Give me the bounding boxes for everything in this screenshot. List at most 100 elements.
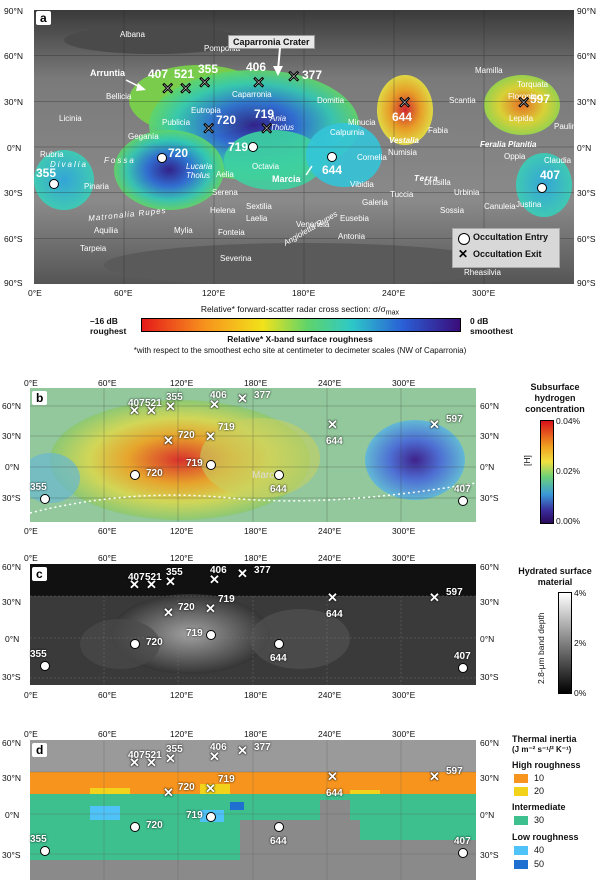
site-label: 406: [210, 564, 227, 576]
legend-b-tick: 0.04%: [556, 416, 581, 426]
lon-label: 300°E: [392, 729, 416, 739]
scale-a-title-sub: max: [385, 308, 400, 317]
scale-a-left-value: –16 dB: [90, 316, 118, 326]
feature-label: Lucaria Tholus: [186, 162, 213, 180]
legend-b-axis: [H]: [522, 455, 532, 466]
site-label: 644: [326, 609, 343, 621]
lat-label: 60°N: [2, 738, 21, 748]
entry-marker-icon: [130, 639, 140, 650]
site-label: 407: [128, 398, 145, 409]
feature-label: Pomponia: [204, 44, 241, 53]
lat-label: 30°N: [480, 431, 499, 441]
scale-a-title: Relative* forward-scatter radar cross se…: [0, 304, 600, 317]
site-label: 719: [228, 140, 249, 154]
callout-arrows: [125, 47, 313, 176]
lon-label: 300°E: [392, 378, 416, 388]
legend-d-swatch: [514, 816, 528, 825]
lat-label: 30°S: [480, 672, 499, 682]
panel-b-site-markers: ✕ 407 ✕ 521 ✕ 355 ✕ 406 ✕ 377 ✕ 720 ✕ 719 ✕ 644 ✕ 597 355 7…: [30, 388, 476, 522]
exit-marker-icon: ✕: [165, 573, 176, 589]
panel-c-map: [30, 564, 476, 685]
feature-label: Galeria: [362, 198, 388, 207]
entry-marker-icon: [40, 494, 50, 504]
panel-d-map: [30, 740, 476, 880]
site-label: 355: [166, 392, 183, 403]
lon-label: 180°E: [244, 690, 268, 700]
lon-label: 0°E: [24, 378, 38, 388]
site-label: 644: [392, 110, 413, 124]
lat-label: 60°S: [577, 234, 596, 244]
exit-marker-icon: ✕: [287, 69, 301, 87]
lat-label: 30°S: [2, 850, 21, 860]
site-label: 719: [218, 774, 235, 785]
feature-label: Cornelia: [357, 153, 387, 162]
lon-label: 240°E: [318, 378, 342, 388]
exit-marker-icon: ✕: [327, 417, 338, 432]
lat-label: 30°N: [480, 773, 499, 783]
exit-marker-icon: ✕: [252, 75, 266, 93]
feature-label: Aquilia: [94, 226, 119, 235]
legend-c-tick: 0%: [574, 688, 587, 698]
panel-label-d: d: [32, 743, 48, 757]
feature-label: Calpurnia: [330, 128, 365, 137]
exit-marker-icon: ✕: [429, 590, 440, 606]
site-label: 406: [246, 60, 267, 74]
lat-label: 30°S: [2, 493, 21, 503]
feature-label: Marcia: [272, 174, 301, 184]
scale-a-caption: Relative* X-band surface roughness: [227, 334, 373, 344]
site-label: 406: [210, 742, 227, 753]
lat-label: 30°N: [577, 97, 596, 107]
lat-label: 90°S: [4, 278, 23, 288]
roughness-colorbar: [141, 318, 461, 332]
exit-marker-icon: ✕: [202, 121, 216, 139]
feature-label: Licinia: [59, 114, 82, 123]
site-label: 521: [145, 572, 162, 584]
feature-label: Publicia: [162, 118, 191, 127]
lon-label: 120°E: [170, 553, 194, 563]
feature-label: Albana: [120, 30, 145, 39]
exit-marker-icon: ✕: [163, 433, 174, 448]
feature-label: Fabia: [428, 126, 449, 135]
legend-b-title: Subsurface hydrogen concentration: [525, 382, 585, 414]
feature-label: Canuleia: [484, 202, 516, 211]
feature-label: Antonia: [338, 232, 366, 241]
exit-marker-icon: ✕: [129, 403, 140, 418]
lon-label: 240°E: [382, 288, 406, 298]
site-label: 644: [270, 836, 287, 847]
svg-text:✕: ✕: [179, 81, 192, 98]
occultation-legend: Occultation Entry ✕ Occultation Exit: [452, 228, 560, 268]
site-label: 644: [322, 163, 343, 177]
site-label: 720: [178, 782, 195, 793]
feature-label: Veneneia: [296, 220, 330, 229]
feature-label: Pinaria: [84, 182, 109, 191]
legend-d-title: Thermal inertia: [512, 734, 577, 744]
lon-label: 180°E: [244, 526, 268, 536]
site-label: 644: [326, 436, 343, 447]
exit-marker-icon: ✕: [260, 121, 274, 139]
svg-text:✕: ✕: [398, 95, 411, 112]
scale-a-note: *with respect to the smoothest echo site…: [133, 346, 467, 355]
entry-marker-icon: [274, 822, 284, 832]
exit-marker-icon: ✕: [146, 755, 157, 770]
exit-marker-icon: ✕: [209, 749, 220, 764]
exit-marker-icon: ✕: [429, 417, 440, 432]
feature-label: Helena: [210, 206, 236, 215]
site-label: 407: [454, 836, 471, 847]
exit-marker-icon: ✕: [209, 397, 220, 412]
site-label: 407: [128, 572, 145, 584]
exit-marker-icon: ✕: [517, 95, 531, 113]
lat-label: 0°N: [7, 143, 22, 153]
entry-marker-icon: [274, 470, 284, 480]
scale-a-title-text: Relative* forward-scatter radar cross se…: [200, 304, 386, 314]
site-label: 406: [210, 390, 227, 401]
entry-marker-icon: [130, 470, 140, 480]
site-label: 719: [218, 422, 235, 433]
hydrated-colorbar: [558, 592, 572, 694]
site-label: 597: [446, 766, 463, 777]
legend-d-value: 20: [534, 786, 545, 796]
lat-label: 0°N: [480, 810, 495, 820]
scale-a-right-label: smoothest: [470, 326, 513, 336]
lat-label: 60°N: [2, 401, 21, 411]
legend-c-axis: 2.8-μm band depth: [536, 612, 546, 684]
panel-d-site-markers: ✕ 407 ✕ 521 ✕ 355 ✕ 406 ✕ 377 ✕ 720 ✕ 719 ✕ 644 ✕ 597 355 7…: [30, 740, 476, 880]
